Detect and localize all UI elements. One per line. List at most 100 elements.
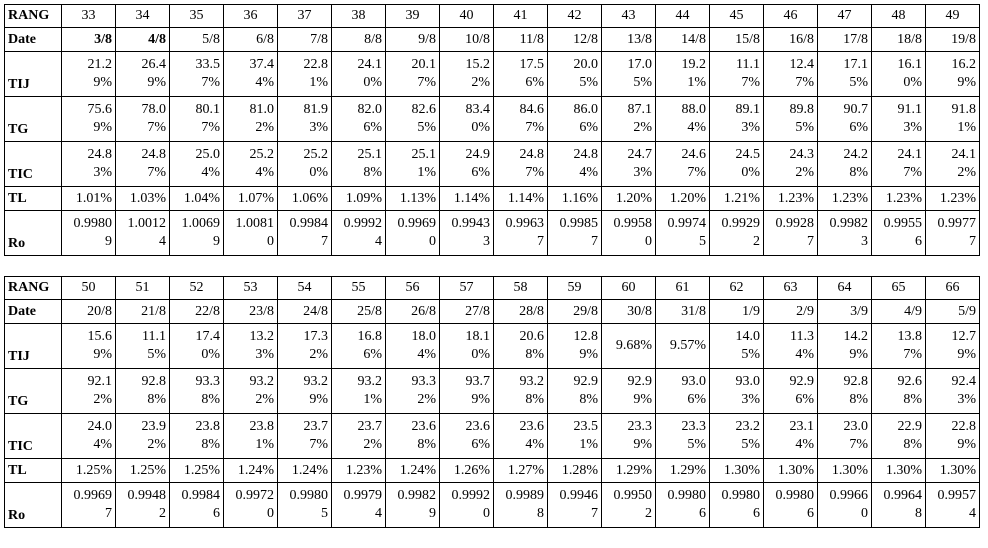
table-cell: 0.99846 [169,482,224,528]
cell-text: 1.25% [75,462,112,478]
cell-text: 1.23% [885,190,922,206]
table-cell: 17.56% [493,51,548,97]
cell-text: 45 [729,8,744,23]
cell-text: 15.69% [87,329,113,362]
cell-text: 1.16% [561,190,598,206]
table-cell: 20/8 [61,299,116,324]
table-cell: 0.99467 [547,482,602,528]
table-row: TG 75.69% 78.07% 80.17% 81.02% 81.93% 82.06% 82… [4,96,980,142]
cell-text: 1.24% [237,462,274,478]
cell-text: 22.89% [951,419,977,452]
table-cell: 0.99806 [709,482,764,528]
cell-text: 83.40% [465,102,491,135]
cell-text: 16.86% [357,329,383,362]
cell-text: 1.23% [939,190,976,206]
cell-text: 0.99920 [451,488,491,521]
table-cell: 1.14% [493,186,548,211]
table-cell: 24.73% [601,141,656,187]
cell-text: 18/8 [897,31,922,47]
table-cell: 0.99574 [925,482,980,528]
cell-text: 23.14% [789,419,815,452]
cell-text: 93.28% [519,374,545,407]
table-cell: 17.05% [601,51,656,97]
cell-text: 82.06% [357,102,383,135]
table-cell: 23.72% [331,413,386,459]
table-cell: 34 [115,4,170,28]
table-cell: 9.57% [655,323,710,369]
cell-text: 24.83% [87,147,113,180]
cell-text: 84.67% [519,102,545,135]
table-cell: 63 [763,276,818,300]
cell-text: 92.88% [843,374,869,407]
table-cell: 0.99720 [223,482,278,528]
cell-text: 93.38% [195,374,221,407]
cell-text: 81.02% [249,102,275,135]
cell-text: 81.93% [303,102,329,135]
table-cell: 92.88% [115,368,170,414]
table-cell: 1.04% [169,186,224,211]
table-cell: 9/8 [385,27,440,52]
cell-text: 1.23% [777,190,814,206]
cell-text: 3/9 [850,303,868,319]
table-cell: 20.05% [547,51,602,97]
table-cell: 81.93% [277,96,332,142]
cell-text: 66 [945,280,960,295]
table-cell: 37 [277,4,332,28]
cell-text: 23.39% [627,419,653,452]
cell-text: 22.98% [897,419,923,452]
table-cell: 25.18% [331,141,386,187]
table-cell: 0.99745 [655,210,710,256]
cell-text: 47 [837,8,852,23]
row-label: TL [4,458,62,483]
cell-text: 82.65% [411,102,437,135]
table-cell: 26/8 [385,299,440,324]
row-label: Date [4,299,62,324]
table-cell: 0.99805 [277,482,332,528]
cell-text: 16/8 [789,31,814,47]
table-row: TIC 24.83% 24.87% 25.04% 25.24% 25.20% 25.18% 2… [4,141,980,187]
table-cell: 36 [223,4,278,28]
cell-text: 1.13% [399,190,436,206]
cell-text: 0.99898 [505,488,545,521]
table-cell: 1.27% [493,458,548,483]
cell-text: 12.47% [789,57,815,90]
table-cell: 0.99697 [61,482,116,528]
table-row: TIJ 21.29% 26.49% 33.57% 37.44% 22.81% 24.10% 2… [4,51,980,97]
cell-text: 1.30% [723,462,760,478]
cell-text: 13/8 [627,31,652,47]
cell-text: 0.99690 [397,216,437,249]
table-cell: 93.32% [385,368,440,414]
cell-text: 31/8 [681,303,706,319]
table-cell: 15.22% [439,51,494,97]
cell-text: 24.17% [897,147,923,180]
cell-text: 18.10% [465,329,491,362]
table-cell: 43 [601,4,656,28]
cell-text: 1.24% [399,462,436,478]
cell-text: 93.06% [681,374,707,407]
table-cell: 1.30% [925,458,980,483]
table-cell: 0.99809 [61,210,116,256]
table-cell: 16.86% [331,323,386,369]
table-cell: 23.77% [277,413,332,459]
cell-text: 25.24% [249,147,275,180]
table-cell: 31/8 [655,299,710,324]
table-cell: 22.98% [871,413,926,459]
cell-text: 8/8 [364,31,382,47]
table-cell: 16.10% [871,51,926,97]
table-cell: 10/8 [439,27,494,52]
table-cell: 29/8 [547,299,602,324]
table-cell: 1.00810 [223,210,278,256]
cell-text: 12.89% [573,329,599,362]
table-cell: 91.81% [925,96,980,142]
cell-text: 13.87% [897,329,923,362]
table-cell: 21/8 [115,299,170,324]
cell-text: 20.05% [573,57,599,90]
cell-text: 23.72% [357,419,383,452]
table-cell: 59 [547,276,602,300]
table-cell: 0.99847 [277,210,332,256]
table-cell: 1.13% [385,186,440,211]
cell-text: 86.06% [573,102,599,135]
table-cell: 12.47% [763,51,818,97]
table-cell: 0.99648 [871,482,926,528]
table-cell: 1.30% [817,458,872,483]
